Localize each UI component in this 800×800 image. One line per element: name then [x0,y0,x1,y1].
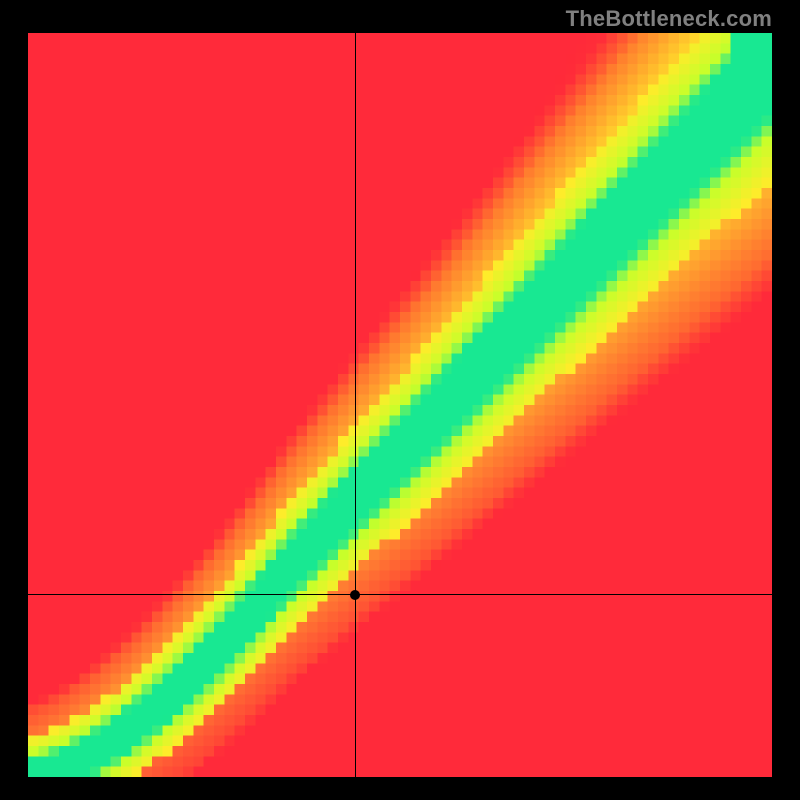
crosshair-horizontal [28,594,772,595]
watermark-text: TheBottleneck.com [566,6,772,32]
crosshair-vertical [355,33,356,777]
chart-container: TheBottleneck.com [0,0,800,800]
bottleneck-heatmap [28,33,772,777]
